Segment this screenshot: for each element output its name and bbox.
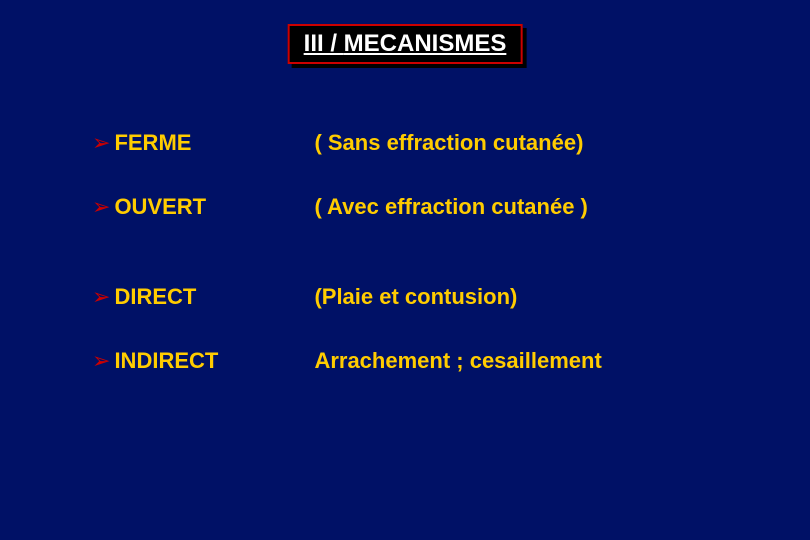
chevron-right-icon: ➢ xyxy=(92,348,110,374)
item-term: OUVERT xyxy=(114,194,314,220)
item-desc: (Plaie et contusion) xyxy=(314,284,517,310)
title-text: III / MECANISMES xyxy=(304,30,507,57)
title-box: III / MECANISMES xyxy=(288,24,523,64)
list-item: ➢ DIRECT (Plaie et contusion) xyxy=(92,284,770,310)
item-desc: Arrachement ; cesaillement xyxy=(314,348,601,374)
item-term: INDIRECT xyxy=(114,348,314,374)
list-item: ➢ FERME ( Sans effraction cutanée) xyxy=(92,130,770,156)
item-desc: ( Sans effraction cutanée) xyxy=(314,130,583,156)
item-desc: ( Avec effraction cutanée ) xyxy=(314,194,587,220)
list-item: ➢ OUVERT ( Avec effraction cutanée ) xyxy=(92,194,770,220)
title-main: MECANISMES xyxy=(344,30,507,57)
item-term: DIRECT xyxy=(114,284,314,310)
chevron-right-icon: ➢ xyxy=(92,130,110,156)
list-item: ➢ INDIRECT Arrachement ; cesaillement xyxy=(92,348,770,374)
item-term: FERME xyxy=(114,130,314,156)
chevron-right-icon: ➢ xyxy=(92,284,110,310)
chevron-right-icon: ➢ xyxy=(92,194,110,220)
content-list: ➢ FERME ( Sans effraction cutanée) ➢ OUV… xyxy=(92,130,770,412)
title-prefix: III / xyxy=(304,30,344,57)
